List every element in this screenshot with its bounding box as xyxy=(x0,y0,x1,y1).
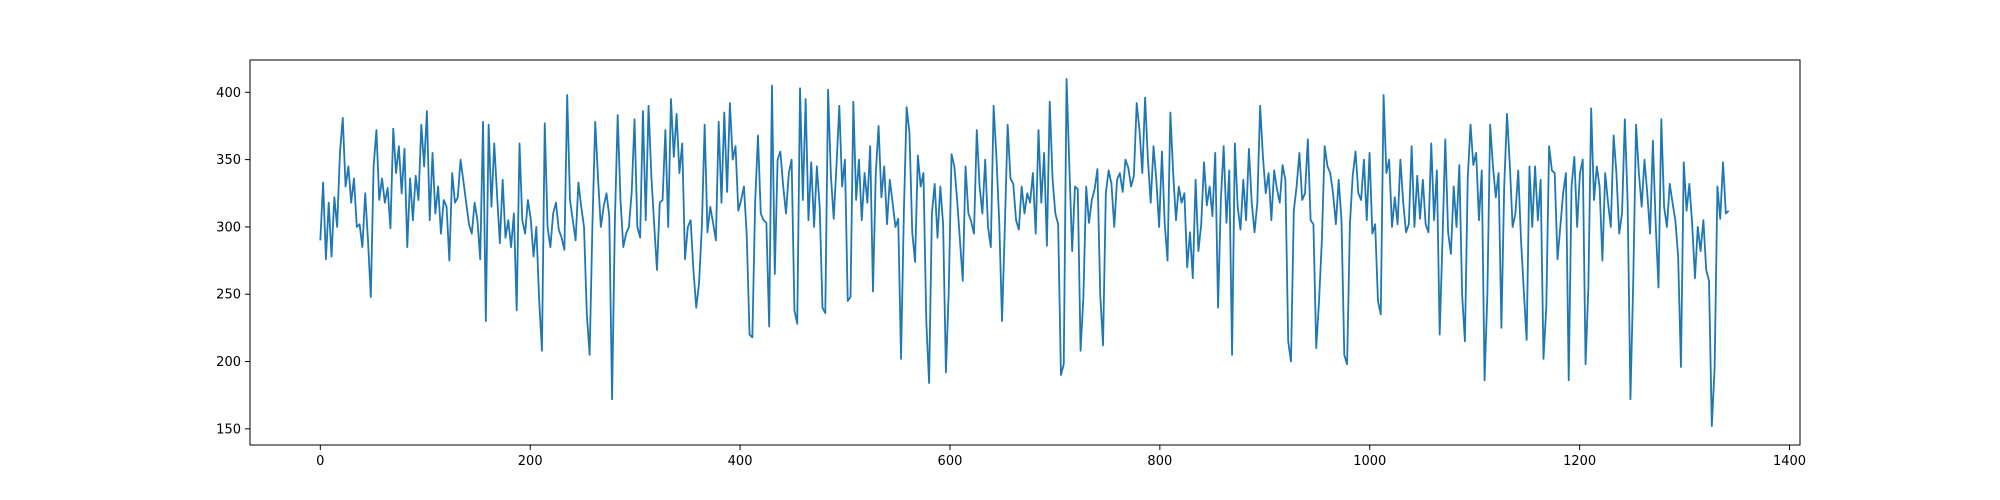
y-tick-label: 250 xyxy=(216,288,241,303)
x-tick-label: 1200 xyxy=(1563,454,1596,469)
x-tick-label: 800 xyxy=(1147,454,1172,469)
y-tick-label: 300 xyxy=(216,220,241,235)
y-tick-label: 400 xyxy=(216,86,241,101)
series-line xyxy=(319,77,1730,428)
x-tick-label: 400 xyxy=(728,454,753,469)
x-tick-label: 0 xyxy=(316,454,324,469)
y-tick-label: 150 xyxy=(216,422,241,437)
axis-ticks: 0 200 400 600 800 1000 1200 1400 150 200 250 300 350… xyxy=(216,86,1806,469)
x-tick-label: 1400 xyxy=(1773,454,1806,469)
y-tick-label: 350 xyxy=(216,153,241,168)
y-tick-label: 200 xyxy=(216,355,241,370)
x-tick-label: 1000 xyxy=(1353,454,1386,469)
x-tick-label: 600 xyxy=(938,454,963,469)
x-tick-label: 200 xyxy=(518,454,543,469)
plot-frame xyxy=(249,59,1801,446)
